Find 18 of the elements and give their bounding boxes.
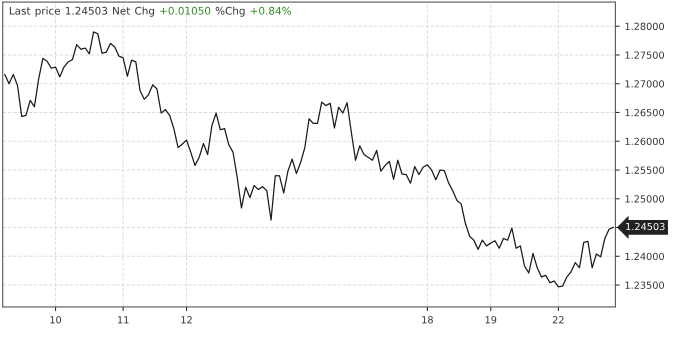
y-tick-label: 1.25000	[625, 195, 664, 203]
y-tick-label: 1.26000	[625, 138, 664, 146]
y-tick-label: 1.26500	[625, 108, 664, 116]
x-tick-label: 10	[50, 316, 62, 324]
y-tick-label: 1.25500	[625, 166, 664, 174]
y-tick-label: 1.24000	[625, 252, 664, 260]
text: 1.24503	[626, 222, 665, 230]
x-tick-label: 19	[486, 316, 496, 324]
y-tick-label: 1.23500	[625, 282, 664, 289]
chart-title: Last price 1.24503 Net Chg +0.01050 %Chg +0.84%	[10, 6, 291, 17]
x-tick-label: 12	[181, 316, 192, 324]
x-tick-label: 18	[422, 316, 433, 324]
x-tick-label: 11	[118, 316, 128, 324]
y-tick-label: 1.28000	[625, 22, 664, 30]
line-series	[4, 31, 614, 288]
y-tick-label: 1.27500	[625, 51, 664, 59]
x-tick-label: 22	[552, 316, 564, 324]
y-tick-label: 1.27000	[625, 80, 664, 88]
